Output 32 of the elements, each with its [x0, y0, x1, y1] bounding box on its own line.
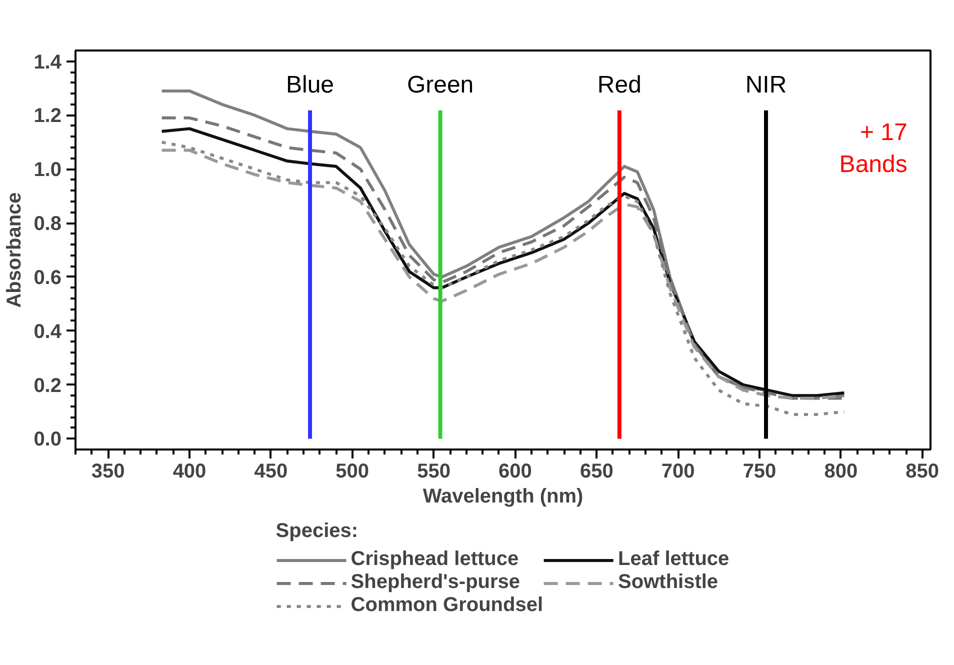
x-tick-label: 850	[906, 460, 940, 482]
y-tick-label: 0.2	[34, 374, 62, 397]
legend-label: Shepherd's-purse	[350, 571, 520, 594]
legend-label: Leaf lettuce	[618, 548, 730, 571]
y-tick-label: 1.0	[34, 159, 62, 182]
x-tick-label: 350	[91, 460, 125, 482]
legend-label: Sowthistle	[618, 571, 718, 594]
x-tick-label: 600	[498, 460, 532, 482]
legend-title: Species:	[276, 520, 360, 543]
y-tick-label: 0.4	[34, 320, 62, 343]
x-axis-title: Wavelength (nm)	[422, 486, 584, 508]
x-tick-label: 800	[824, 460, 858, 482]
ref-line-label: NIR	[745, 71, 787, 98]
ref-line-label: Blue	[286, 71, 334, 98]
x-tick-label: 550	[417, 460, 450, 482]
legend-label: Crisphead lettuce	[350, 548, 519, 571]
legend-label: Common Groundsel	[350, 594, 544, 617]
y-tick-label: 1.4	[34, 51, 62, 74]
annotation: + 17 Bands	[839, 118, 908, 178]
x-tick-label: 400	[172, 460, 206, 482]
y-axis-title: Absorbance	[4, 192, 26, 308]
x-tick-label: 700	[661, 460, 695, 482]
ref-line-label: Green	[406, 71, 474, 98]
x-tick-label: 500	[336, 460, 370, 482]
ref-line-label: Red	[597, 71, 642, 98]
y-tick-label: 1.2	[34, 105, 62, 128]
y-tick-label: 0.6	[34, 266, 62, 289]
x-tick-label: 750	[742, 460, 776, 482]
y-tick-label: 0.0	[34, 428, 62, 451]
x-tick-label: 450	[254, 460, 288, 482]
y-tick-label: 0.8	[34, 213, 62, 236]
x-tick-label: 650	[580, 460, 614, 482]
